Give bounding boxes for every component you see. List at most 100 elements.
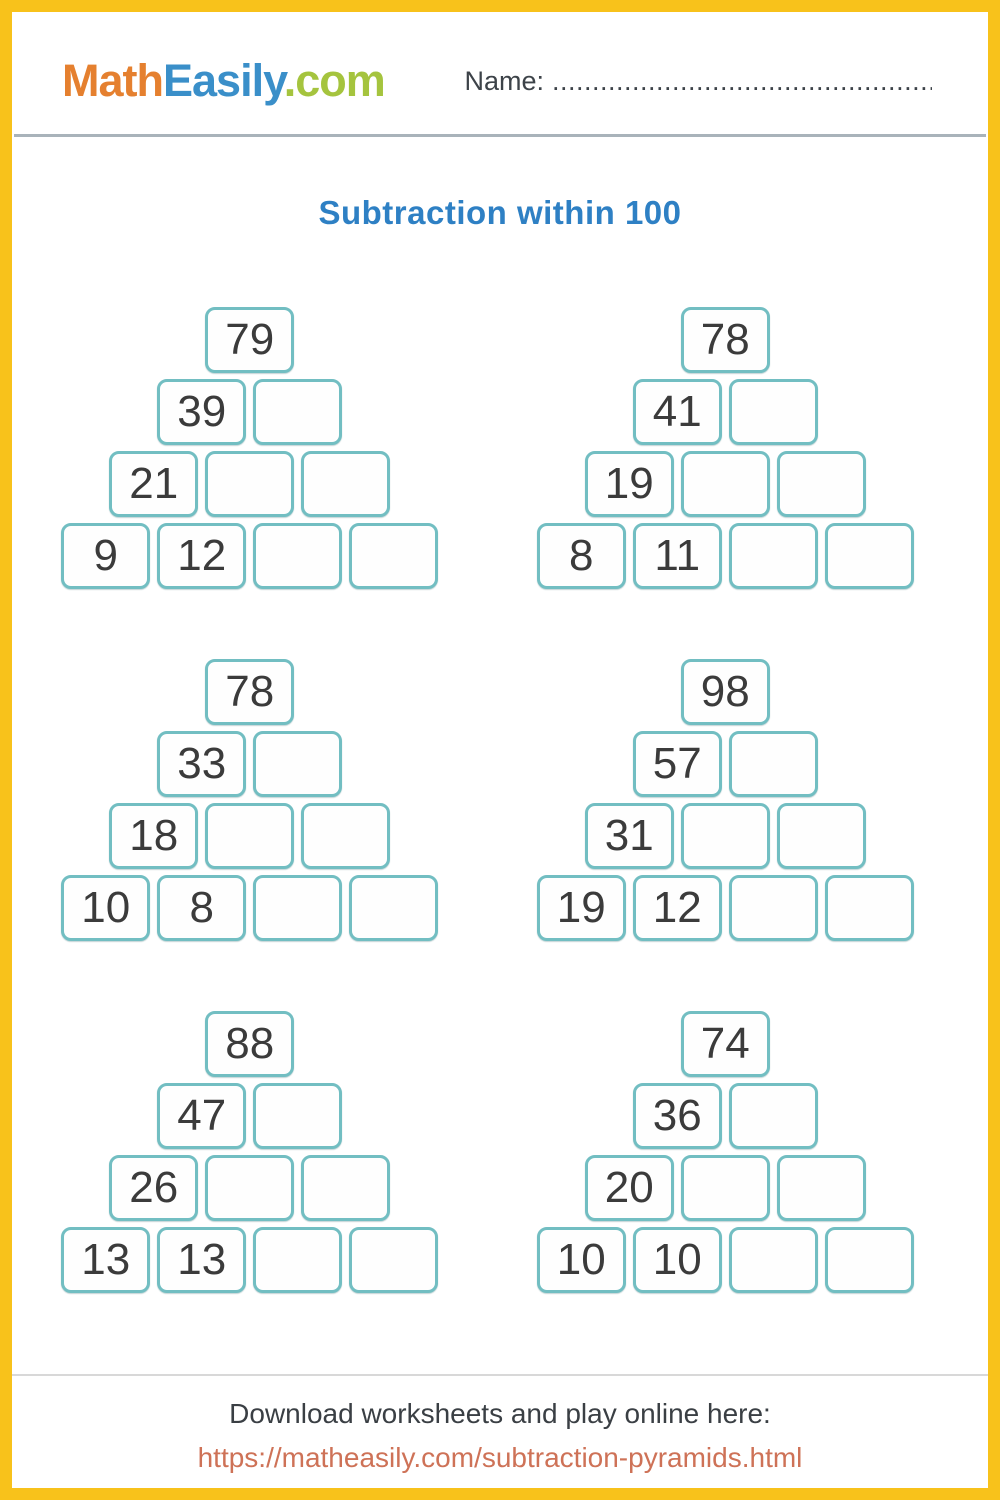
pyramid-answer-box[interactable] [253,1083,343,1149]
name-field: Name: ..................................… [464,66,932,97]
pyramid-row: 88 [205,1011,295,1077]
pyramid-row: 33 [157,731,343,797]
pyramid-row: 21 [109,451,391,517]
pyramid-row: 9 12 [61,523,439,589]
worksheet-title: Subtraction within 100 [318,194,682,231]
pyramid-cell-value: 74 [680,1011,770,1077]
logo-com: .com [283,55,386,106]
site-logo: MathEasily.com [62,55,386,107]
pyramid-row: 78 [205,659,295,725]
pyramid-cell-value: 79 [205,307,295,373]
pyramid-answer-box[interactable] [728,731,818,797]
pyramid-row: 79 [205,307,295,373]
pyramid-answer-box[interactable] [728,1227,818,1293]
pyramid-cell-value: 78 [680,307,770,373]
pyramid-answer-box[interactable] [301,803,391,869]
pyramid-row: 26 [109,1155,391,1221]
pyramid-answer-box[interactable] [680,451,770,517]
pyramid-cell-value: 9 [61,523,151,589]
pyramid-row: 57 [632,731,818,797]
pyramid-cell-value: 39 [157,379,247,445]
pyramid-1: 79 39 21 9 12 [12,307,488,589]
pyramid-answer-box[interactable] [253,875,343,941]
pyramid-answer-box[interactable] [301,451,391,517]
pyramid-row: 39 [157,379,343,445]
pyramid-answer-box[interactable] [728,379,818,445]
pyramid-cell-value: 78 [205,659,295,725]
pyramid-row: 10 10 [536,1227,914,1293]
logo-easily: Easily [163,55,285,106]
pyramid-cell-value: 57 [632,731,722,797]
pyramid-row: 74 [680,1011,770,1077]
pyramid-answer-box[interactable] [349,875,439,941]
name-label: Name: [464,65,544,96]
footer-text: Download worksheets and play online here… [229,1398,771,1429]
header-divider [14,134,986,137]
logo-math: Math [62,55,164,106]
name-write-line[interactable]: ........................................… [552,65,932,96]
pyramid-answer-box[interactable] [349,1227,439,1293]
pyramid-cell-value: 19 [584,451,674,517]
pyramid-cell-value: 98 [680,659,770,725]
pyramid-row: 98 [680,659,770,725]
pyramid-cell-value: 11 [632,523,722,589]
pyramid-cell-value: 33 [157,731,247,797]
pyramid-row: 19 12 [536,875,914,941]
footer: Download worksheets and play online here… [12,1374,988,1488]
pyramid-cell-value: 13 [61,1227,151,1293]
pyramid-answer-box[interactable] [205,803,295,869]
pyramid-cell-value: 20 [584,1155,674,1221]
pyramid-answer-box[interactable] [349,523,439,589]
footer-divider [12,1374,988,1376]
pyramid-answer-box[interactable] [824,523,914,589]
pyramid-cell-value: 13 [157,1227,247,1293]
pyramid-3: 78 33 18 10 8 [12,659,488,941]
pyramid-row: 47 [157,1083,343,1149]
pyramid-answer-box[interactable] [301,1155,391,1221]
pyramid-answer-box[interactable] [680,803,770,869]
pyramid-cell-value: 21 [109,451,199,517]
pyramid-answer-box[interactable] [776,803,866,869]
pyramid-cell-value: 10 [61,875,151,941]
pyramid-answer-box[interactable] [824,1227,914,1293]
pyramid-row: 31 [584,803,866,869]
pyramid-cell-value: 8 [157,875,247,941]
pyramid-answer-box[interactable] [253,523,343,589]
pyramid-row: 13 13 [61,1227,439,1293]
pyramid-answer-box[interactable] [205,1155,295,1221]
pyramid-answer-box[interactable] [776,451,866,517]
pyramid-answer-box[interactable] [728,875,818,941]
pyramid-2: 78 41 19 8 11 [488,307,964,589]
pyramid-answer-box[interactable] [776,1155,866,1221]
pyramid-answer-box[interactable] [728,523,818,589]
pyramid-answer-box[interactable] [253,379,343,445]
pyramid-row: 8 11 [536,523,914,589]
pyramid-row: 18 [109,803,391,869]
pyramid-row: 19 [584,451,866,517]
pyramid-cell-value: 10 [536,1227,626,1293]
pyramid-4: 98 57 31 19 12 [488,659,964,941]
pyramid-cell-value: 41 [632,379,722,445]
pyramid-answer-box[interactable] [205,451,295,517]
pyramid-cell-value: 36 [632,1083,722,1149]
pyramid-cell-value: 10 [632,1227,722,1293]
pyramid-row: 41 [632,379,818,445]
footer-link[interactable]: https://matheasily.com/subtraction-pyram… [197,1442,803,1473]
pyramid-5: 88 47 26 13 13 [12,1011,488,1293]
pyramid-cell-value: 31 [584,803,674,869]
pyramid-answer-box[interactable] [728,1083,818,1149]
pyramid-answer-box[interactable] [253,1227,343,1293]
pyramid-cell-value: 88 [205,1011,295,1077]
pyramid-cell-value: 8 [536,523,626,589]
pyramid-answer-box[interactable] [253,731,343,797]
pyramid-row: 36 [632,1083,818,1149]
pyramid-6: 74 36 20 10 10 [488,1011,964,1293]
header: MathEasily.com Name: ...................… [12,12,988,134]
pyramid-cell-value: 26 [109,1155,199,1221]
pyramid-answer-box[interactable] [680,1155,770,1221]
pyramid-cell-value: 12 [632,875,722,941]
pyramid-cell-value: 19 [536,875,626,941]
pyramid-cell-value: 18 [109,803,199,869]
pyramid-answer-box[interactable] [824,875,914,941]
